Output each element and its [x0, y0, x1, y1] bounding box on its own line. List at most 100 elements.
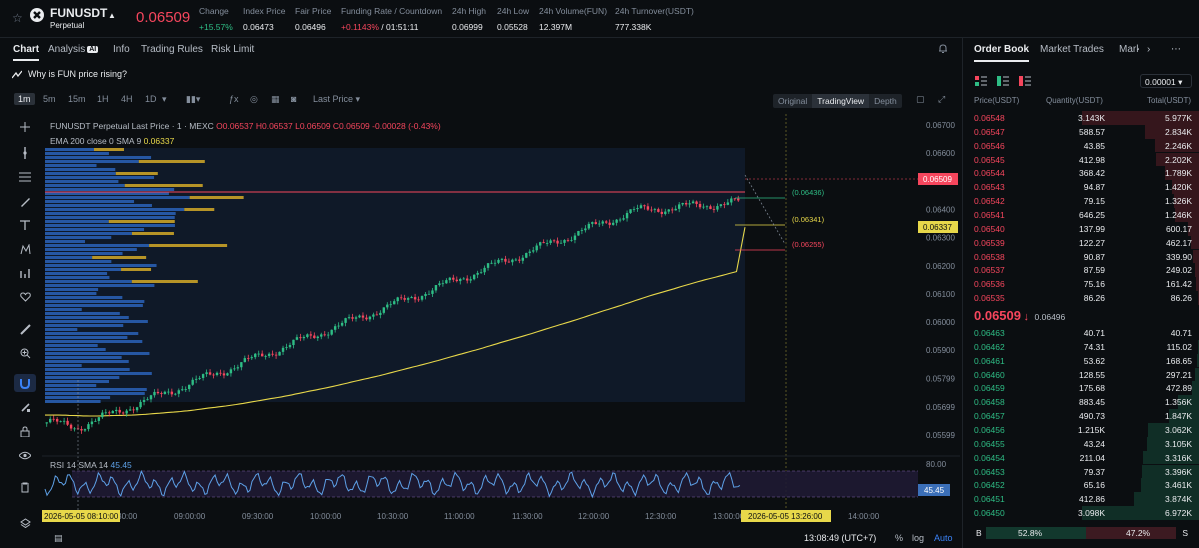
- view-depth[interactable]: Depth: [874, 96, 897, 106]
- ruler-icon[interactable]: [14, 320, 36, 338]
- price-type-select[interactable]: Last Price ▾: [313, 94, 361, 104]
- candle-type-icon[interactable]: ▮▮▾: [186, 94, 201, 104]
- heart-icon[interactable]: [14, 288, 36, 306]
- volume-profile-bar: [45, 400, 101, 403]
- view-tradingview[interactable]: TradingView: [812, 94, 870, 108]
- crosshair-icon[interactable]: [14, 118, 36, 136]
- text-icon[interactable]: [14, 216, 36, 234]
- bid-row[interactable]: 0.06454 211.04 3.316K: [963, 450, 1199, 465]
- bid-row[interactable]: 0.06462 74.31 115.02: [963, 339, 1199, 354]
- more-icon[interactable]: ⋯: [1171, 44, 1181, 55]
- fullscreen-icon[interactable]: ⤢: [938, 94, 946, 104]
- book-asks-icon[interactable]: [1019, 76, 1031, 86]
- volume-profile-bar: [45, 328, 78, 331]
- row-quantity: 3.098K: [1078, 508, 1105, 519]
- bid-row[interactable]: 0.06450 3.098K 6.972K: [963, 506, 1199, 520]
- indicator-fx-icon[interactable]: ƒx: [229, 94, 239, 104]
- candle-body: [153, 391, 156, 396]
- ask-row[interactable]: 0.06540 137.99 600.17: [963, 221, 1199, 236]
- layers-icon[interactable]: [14, 514, 36, 532]
- lock-icon[interactable]: [14, 422, 36, 440]
- ask-row[interactable]: 0.06543 94.87 1.420K: [963, 180, 1199, 195]
- lock-drawing-icon[interactable]: [14, 398, 36, 416]
- ai-badge: AI: [87, 46, 99, 53]
- template-icon[interactable]: ◎: [250, 94, 258, 104]
- bid-row[interactable]: 0.06461 53.62 168.65: [963, 353, 1199, 368]
- bid-row[interactable]: 0.06460 128.55 297.21: [963, 367, 1199, 382]
- rsi-value: 45.45: [110, 460, 132, 470]
- bid-row[interactable]: 0.06459 175.68 472.89: [963, 381, 1199, 396]
- trend-line-icon[interactable]: [14, 144, 36, 162]
- bid-row[interactable]: 0.06457 490.73 1.847K: [963, 409, 1199, 423]
- ask-row[interactable]: 0.06546 43.85 2.246K: [963, 138, 1199, 153]
- percent-toggle[interactable]: %: [895, 533, 904, 543]
- measure-icon[interactable]: [14, 264, 36, 282]
- camera-icon[interactable]: ◙: [291, 94, 297, 104]
- interval-1h[interactable]: 1H: [97, 94, 109, 104]
- ask-row[interactable]: 0.06535 86.26 86.26: [963, 291, 1199, 305]
- ask-row[interactable]: 0.06547 588.57 2.834K: [963, 124, 1199, 139]
- tab-risk-limit[interactable]: Risk Limit: [211, 44, 255, 55]
- tab-mark[interactable]: Mark: [1119, 44, 1139, 55]
- book-bids-icon[interactable]: [997, 76, 1009, 86]
- interval-5m[interactable]: 5m: [43, 94, 56, 104]
- calendar-icon[interactable]: ▤: [54, 533, 63, 543]
- ask-row[interactable]: 0.06544 368.42 1.789K: [963, 166, 1199, 181]
- bid-row[interactable]: 0.06463 40.71 40.71: [963, 326, 1199, 340]
- magnet-icon[interactable]: [14, 374, 36, 392]
- bid-row[interactable]: 0.06458 883.45 1.356K: [963, 395, 1199, 410]
- bell-icon[interactable]: [938, 43, 948, 54]
- log-toggle[interactable]: log: [912, 533, 925, 543]
- book-both-icon[interactable]: [975, 76, 987, 86]
- compare-icon[interactable]: ▦: [271, 94, 280, 104]
- time-axis-label: 13:00:00: [713, 512, 745, 521]
- ask-row[interactable]: 0.06545 412.98 2.202K: [963, 152, 1199, 167]
- brush-icon[interactable]: [14, 192, 36, 210]
- symbol-dropdown-icon[interactable]: ▲: [108, 11, 116, 20]
- auto-toggle[interactable]: Auto: [934, 533, 953, 543]
- ask-row[interactable]: 0.06537 87.59 249.02: [963, 263, 1199, 278]
- ask-row[interactable]: 0.06542 79.15 1.326K: [963, 194, 1199, 208]
- tab-info[interactable]: Info: [113, 44, 130, 55]
- utc-clock[interactable]: 13:08:49 (UTC+7): [804, 533, 877, 543]
- row-total: 2.834K: [1165, 126, 1192, 137]
- bid-row[interactable]: 0.06453 79.37 3.396K: [963, 464, 1199, 479]
- precision-select[interactable]: 0.00001 ▾: [1140, 74, 1192, 88]
- tab-analysis[interactable]: Analysis AI: [48, 44, 99, 55]
- candle-body: [469, 279, 472, 281]
- ask-row[interactable]: 0.06538 90.87 339.90: [963, 249, 1199, 264]
- candle-body: [358, 315, 361, 318]
- layout-icon[interactable]: ▢: [916, 94, 925, 104]
- horizontal-lines-icon[interactable]: [14, 168, 36, 186]
- interval-4h[interactable]: 4H: [121, 94, 133, 104]
- interval-dropdown-icon[interactable]: ▾: [162, 94, 167, 104]
- tab-order-book[interactable]: Order Book: [974, 44, 1030, 62]
- interval-1d[interactable]: 1D: [145, 94, 157, 104]
- ask-row[interactable]: 0.06536 75.16 161.42: [963, 277, 1199, 291]
- bid-row[interactable]: 0.06455 43.24 3.105K: [963, 436, 1199, 451]
- price-chart[interactable]: (0.06436) (0.06341) (0.06255) 0.06700 0.066…: [0, 0, 960, 548]
- view-original[interactable]: Original: [778, 96, 808, 106]
- interval-1m[interactable]: 1m: [14, 93, 35, 105]
- bid-row[interactable]: 0.06452 65.16 3.461K: [963, 478, 1199, 493]
- bid-row[interactable]: 0.06456 1.215K 3.062K: [963, 422, 1199, 437]
- chevron-right-icon[interactable]: ›: [1147, 44, 1151, 55]
- ask-row[interactable]: 0.06548 3.143K 5.977K: [963, 111, 1199, 125]
- fun-token-logo-icon: [30, 8, 44, 22]
- ask-row[interactable]: 0.06539 122.27 462.17: [963, 235, 1199, 250]
- row-quantity: 90.87: [1083, 251, 1105, 262]
- tab-chart[interactable]: Chart: [13, 44, 40, 61]
- bid-row[interactable]: 0.06451 412.86 3.874K: [963, 492, 1199, 506]
- tab-trading-rules[interactable]: Trading Rules: [141, 44, 203, 55]
- favorite-star-icon[interactable]: ☆: [12, 11, 23, 25]
- zoom-in-icon[interactable]: [14, 344, 36, 362]
- symbol-name[interactable]: FUNUSDT: [50, 6, 108, 20]
- ai-question-link[interactable]: Why is FUN price rising?: [11, 69, 127, 79]
- pattern-icon[interactable]: [14, 240, 36, 258]
- trash-icon[interactable]: [14, 478, 36, 496]
- interval-15m[interactable]: 15m: [68, 94, 86, 104]
- tab-market-trades[interactable]: Market Trades: [1040, 44, 1104, 55]
- header-quantity: Quantity(USDT): [1046, 96, 1103, 105]
- ask-row[interactable]: 0.06541 646.25 1.246K: [963, 207, 1199, 222]
- eye-icon[interactable]: [14, 446, 36, 464]
